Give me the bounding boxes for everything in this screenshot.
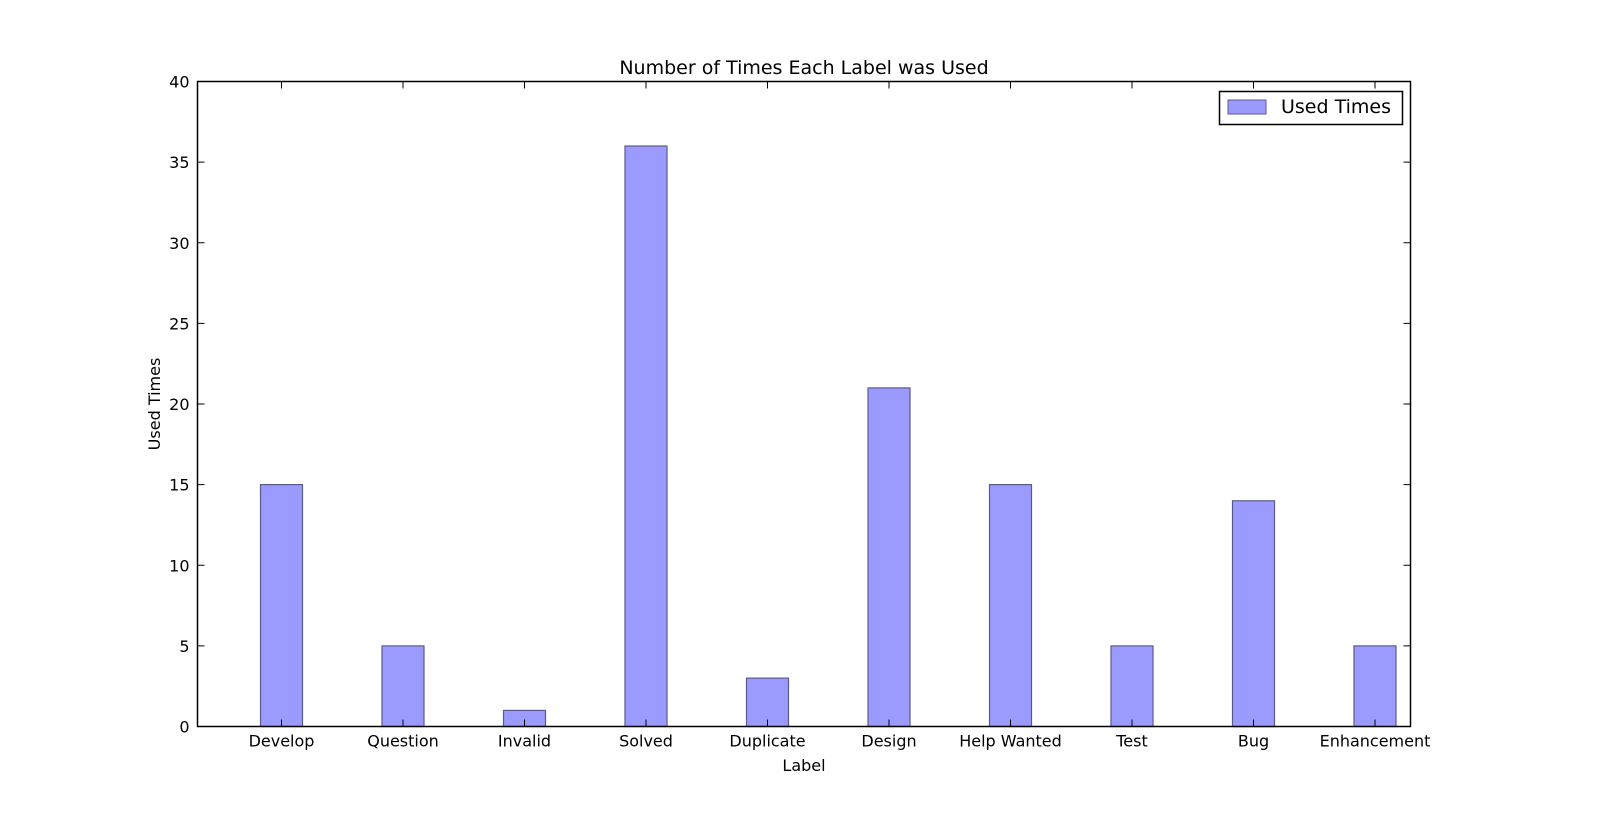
x-tick-label-help-wanted: Help Wanted: [959, 732, 1062, 751]
y-tick-label: 0: [179, 718, 189, 737]
bar-bug: [1231, 500, 1276, 728]
bar-solved: [624, 145, 668, 728]
legend: Used Times: [1218, 90, 1404, 126]
y-tick-label: 20: [169, 395, 189, 414]
x-tick-label-enhancement: Enhancement: [1320, 732, 1431, 751]
y-tick-label: 40: [169, 73, 189, 92]
x-axis-label: Label: [782, 756, 825, 775]
y-tick-label: 25: [169, 314, 189, 333]
bar-question: [381, 645, 425, 728]
legend-swatch: [1227, 99, 1267, 115]
x-tick-label-invalid: Invalid: [498, 732, 551, 751]
chart-title: Number of Times Each Label was Used: [619, 57, 988, 79]
y-tick-label: 15: [169, 476, 189, 495]
y-tick-label: 10: [169, 556, 189, 575]
plot-frame: [196, 80, 1412, 728]
legend-label: Used Times: [1281, 96, 1391, 118]
x-tick-label-bug: Bug: [1238, 732, 1269, 751]
bar-design: [867, 387, 911, 728]
bar-develop: [259, 484, 304, 728]
x-tick-label-duplicate: Duplicate: [729, 732, 805, 751]
bars-layer: [259, 145, 1397, 728]
x-tick-label-design: Design: [861, 732, 916, 751]
bar-duplicate: [745, 677, 790, 728]
x-tick-label-question: Question: [367, 732, 439, 751]
bar-enhancement: [1353, 645, 1397, 728]
y-tick-label: 30: [169, 234, 189, 253]
bar-test: [1110, 645, 1154, 728]
y-tick-label: 35: [169, 153, 189, 172]
y-tick-label: 5: [179, 637, 189, 656]
bar-help-wanted: [988, 484, 1033, 728]
x-tick-label-develop: Develop: [249, 732, 315, 751]
x-axis-ticks: Develop Question Invalid Solved Duplicate Des…: [249, 81, 1431, 751]
x-tick-label-test: Test: [1115, 732, 1148, 751]
x-tick-label-solved: Solved: [619, 732, 673, 751]
y-axis-label: Used Times: [145, 358, 164, 451]
y-axis-ticks: 0 5 10 15 20 25 30 35 40: [169, 73, 1411, 737]
